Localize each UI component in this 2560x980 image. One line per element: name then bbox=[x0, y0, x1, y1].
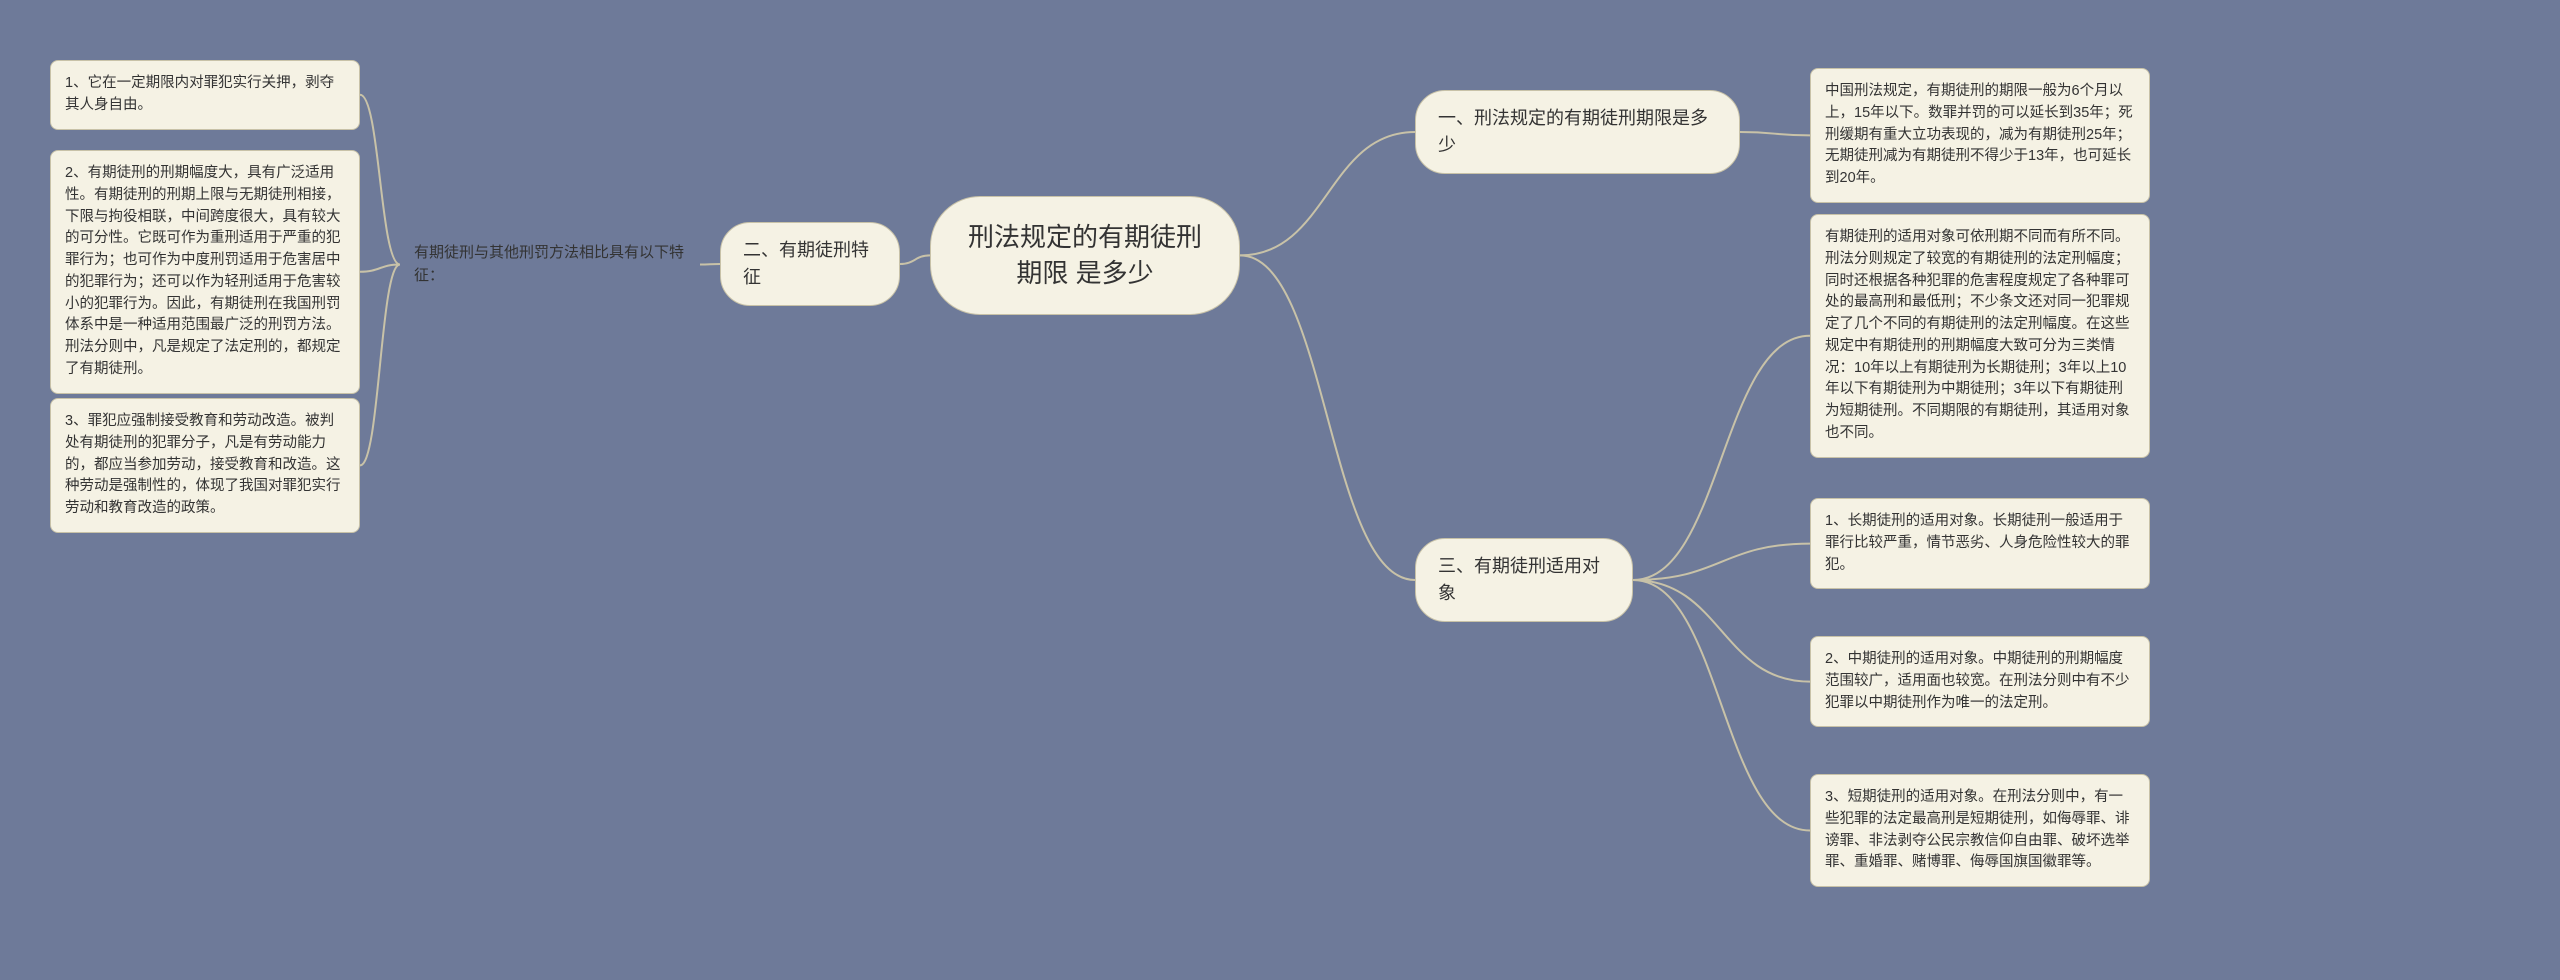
branch1-title-text: 一、刑法规定的有期徒刑期限是多少 bbox=[1438, 108, 1708, 155]
branch2-title: 二、有期徒刑特征 bbox=[720, 222, 900, 306]
branch2-title-text: 二、有期徒刑特征 bbox=[743, 240, 869, 287]
branch1-leaf-text: 中国刑法规定，有期徒刑的期限一般为6个月以上，15年以下。数罪并罚的可以延长到3… bbox=[1825, 83, 2133, 186]
branch3-title: 三、有期徒刑适用对象 bbox=[1415, 538, 1633, 622]
root-text: 刑法规定的有期徒刑期限 是多少 bbox=[968, 222, 1202, 288]
branch3-leaf-3: 3、短期徒刑的适用对象。在刑法分则中，有一些犯罪的法定最高刑是短期徒刑，如侮辱罪… bbox=[1810, 774, 2150, 887]
branch2-sub: 有期徒刑与其他刑罚方法相比具有以下特征： bbox=[400, 232, 700, 297]
branch3-leaf-1: 1、长期徒刑的适用对象。长期徒刑一般适用于罪行比较严重，情节恶劣、人身危险性较大… bbox=[1810, 498, 2150, 589]
branch3-leaf-2: 2、中期徒刑的适用对象。中期徒刑的刑期幅度范围较广，适用面也较宽。在刑法分则中有… bbox=[1810, 636, 2150, 727]
branch2-leaf-1-text: 2、有期徒刑的刑期幅度大，具有广泛适用性。有期徒刑的刑期上限与无期徒刑相接，下限… bbox=[65, 165, 341, 377]
branch2-sub-text: 有期徒刑与其他刑罚方法相比具有以下特征： bbox=[414, 244, 684, 284]
branch2-leaf-2-text: 3、罪犯应强制接受教育和劳动改造。被判处有期徒刑的犯罪分子，凡是有劳动能力的，都… bbox=[65, 413, 341, 516]
branch1-title: 一、刑法规定的有期徒刑期限是多少 bbox=[1415, 90, 1740, 174]
branch3-leaf-2-text: 2、中期徒刑的适用对象。中期徒刑的刑期幅度范围较广，适用面也较宽。在刑法分则中有… bbox=[1825, 651, 2130, 711]
branch2-leaf-1: 2、有期徒刑的刑期幅度大，具有广泛适用性。有期徒刑的刑期上限与无期徒刑相接，下限… bbox=[50, 150, 360, 394]
branch2-leaf-2: 3、罪犯应强制接受教育和劳动改造。被判处有期徒刑的犯罪分子，凡是有劳动能力的，都… bbox=[50, 398, 360, 533]
branch3-title-text: 三、有期徒刑适用对象 bbox=[1438, 556, 1600, 603]
branch3-leaf-1-text: 1、长期徒刑的适用对象。长期徒刑一般适用于罪行比较严重，情节恶劣、人身危险性较大… bbox=[1825, 513, 2130, 573]
branch3-leaf-0: 有期徒刑的适用对象可依刑期不同而有所不同。刑法分则规定了较宽的有期徒刑的法定刑幅… bbox=[1810, 214, 2150, 458]
connector-lines bbox=[0, 0, 2560, 980]
branch1-leaf: 中国刑法规定，有期徒刑的期限一般为6个月以上，15年以下。数罪并罚的可以延长到3… bbox=[1810, 68, 2150, 203]
branch3-leaf-3-text: 3、短期徒刑的适用对象。在刑法分则中，有一些犯罪的法定最高刑是短期徒刑，如侮辱罪… bbox=[1825, 789, 2130, 870]
branch3-leaf-0-text: 有期徒刑的适用对象可依刑期不同而有所不同。刑法分则规定了较宽的有期徒刑的法定刑幅… bbox=[1825, 229, 2130, 441]
branch2-leaf-0: 1、它在一定期限内对罪犯实行关押，剥夺其人身自由。 bbox=[50, 60, 360, 130]
root-node: 刑法规定的有期徒刑期限 是多少 bbox=[930, 196, 1240, 315]
branch2-leaf-0-text: 1、它在一定期限内对罪犯实行关押，剥夺其人身自由。 bbox=[65, 75, 334, 113]
